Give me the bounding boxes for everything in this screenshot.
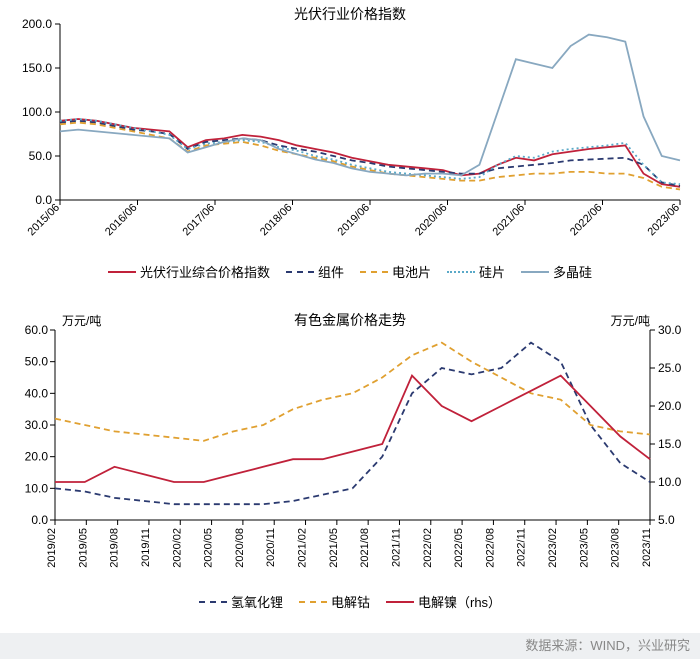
legend-swatch — [199, 601, 227, 603]
svg-text:2020/08: 2020/08 — [234, 528, 246, 568]
svg-text:2023/02: 2023/02 — [547, 528, 559, 568]
legend-swatch — [360, 271, 388, 273]
svg-text:2022/02: 2022/02 — [422, 528, 434, 568]
legend-label: 组件 — [318, 262, 344, 281]
svg-text:2019/11: 2019/11 — [140, 528, 152, 567]
legend-label: 电解钴 — [331, 592, 370, 611]
legend-swatch — [299, 601, 327, 603]
svg-text:2021/11: 2021/11 — [390, 528, 402, 567]
svg-text:2020/11: 2020/11 — [265, 528, 277, 567]
legend-label: 氢氧化锂 — [231, 592, 283, 611]
legend-item: 硅片 — [447, 262, 505, 281]
svg-text:2019/08: 2019/08 — [109, 528, 121, 568]
svg-text:100.0: 100.0 — [22, 105, 52, 119]
svg-text:2021/02: 2021/02 — [297, 528, 309, 568]
chart2-legend: 氢氧化锂 电解钴 电解镍（rhs） — [0, 590, 700, 617]
legend-item: 电解镍（rhs） — [386, 592, 501, 611]
svg-text:2021/05: 2021/05 — [328, 528, 340, 568]
chart-metals-price-trend: 万元/吨 有色金属价格走势 万元/吨 0.010.020.030.040.050… — [0, 300, 700, 633]
svg-text:2023/08: 2023/08 — [610, 528, 622, 568]
legend-label: 电池片 — [392, 262, 431, 281]
svg-text:20.0: 20.0 — [658, 399, 682, 413]
svg-text:20.0: 20.0 — [25, 450, 49, 464]
svg-text:2018/06: 2018/06 — [258, 202, 295, 239]
svg-text:2019/02: 2019/02 — [46, 528, 58, 568]
legend-item: 组件 — [286, 262, 344, 281]
legend-item: 电解钴 — [299, 592, 370, 611]
legend-label: 电解镍（rhs） — [418, 592, 501, 611]
svg-text:2020/02: 2020/02 — [171, 528, 183, 568]
svg-text:2021/08: 2021/08 — [359, 528, 371, 568]
chart1-legend: 光伏行业综合价格指数 组件 电池片 硅片 多晶硅 — [0, 260, 700, 287]
svg-text:25.0: 25.0 — [658, 361, 682, 375]
legend-label: 多晶硅 — [553, 262, 592, 281]
svg-text:2023/06: 2023/06 — [646, 202, 683, 239]
svg-text:2020/05: 2020/05 — [203, 528, 215, 568]
legend-swatch — [521, 271, 549, 273]
legend-swatch — [286, 271, 314, 273]
chart1-plot: 0.050.0100.0150.0200.02015/062016/062017… — [0, 0, 700, 260]
chart-pv-price-index: 光伏行业价格指数 0.050.0100.0150.0200.02015/0620… — [0, 0, 700, 300]
chart2-plot: 0.010.020.030.040.050.060.05.010.015.020… — [0, 300, 700, 590]
chart1-title: 光伏行业价格指数 — [0, 4, 700, 24]
svg-text:2022/05: 2022/05 — [453, 528, 465, 568]
svg-text:2021/06: 2021/06 — [491, 202, 528, 239]
svg-text:2017/06: 2017/06 — [181, 202, 218, 239]
svg-text:2022/06: 2022/06 — [568, 202, 605, 239]
svg-text:2022/11: 2022/11 — [516, 528, 528, 567]
svg-text:2016/06: 2016/06 — [103, 202, 140, 239]
svg-text:2015/06: 2015/06 — [26, 202, 63, 239]
legend-swatch — [447, 271, 475, 273]
source-attribution: 数据来源：WIND，兴业研究 — [0, 633, 700, 659]
svg-text:40.0: 40.0 — [25, 386, 49, 400]
svg-text:0.0: 0.0 — [31, 513, 48, 527]
chart2-right-unit: 万元/吨 — [611, 312, 650, 329]
svg-text:150.0: 150.0 — [22, 61, 52, 75]
svg-text:2022/08: 2022/08 — [484, 528, 496, 568]
legend-item: 氢氧化锂 — [199, 592, 283, 611]
chart2-title: 有色金属价格走势 — [0, 310, 700, 330]
svg-text:2019/05: 2019/05 — [77, 528, 89, 568]
svg-text:2019/06: 2019/06 — [336, 202, 373, 239]
legend-swatch — [386, 601, 414, 603]
legend-item: 电池片 — [360, 262, 431, 281]
legend-label: 光伏行业综合价格指数 — [140, 262, 270, 281]
legend-item: 光伏行业综合价格指数 — [108, 262, 270, 281]
svg-text:15.0: 15.0 — [658, 437, 682, 451]
svg-text:2023/11: 2023/11 — [641, 528, 653, 567]
svg-text:50.0: 50.0 — [25, 355, 49, 369]
svg-text:5.0: 5.0 — [658, 513, 675, 527]
svg-text:50.0: 50.0 — [29, 149, 53, 163]
svg-text:10.0: 10.0 — [25, 481, 49, 495]
legend-label: 硅片 — [479, 262, 505, 281]
legend-swatch — [108, 271, 136, 273]
svg-text:2020/06: 2020/06 — [413, 202, 450, 239]
svg-text:2023/05: 2023/05 — [578, 528, 590, 568]
svg-text:10.0: 10.0 — [658, 475, 682, 489]
svg-text:30.0: 30.0 — [25, 418, 49, 432]
legend-item: 多晶硅 — [521, 262, 592, 281]
